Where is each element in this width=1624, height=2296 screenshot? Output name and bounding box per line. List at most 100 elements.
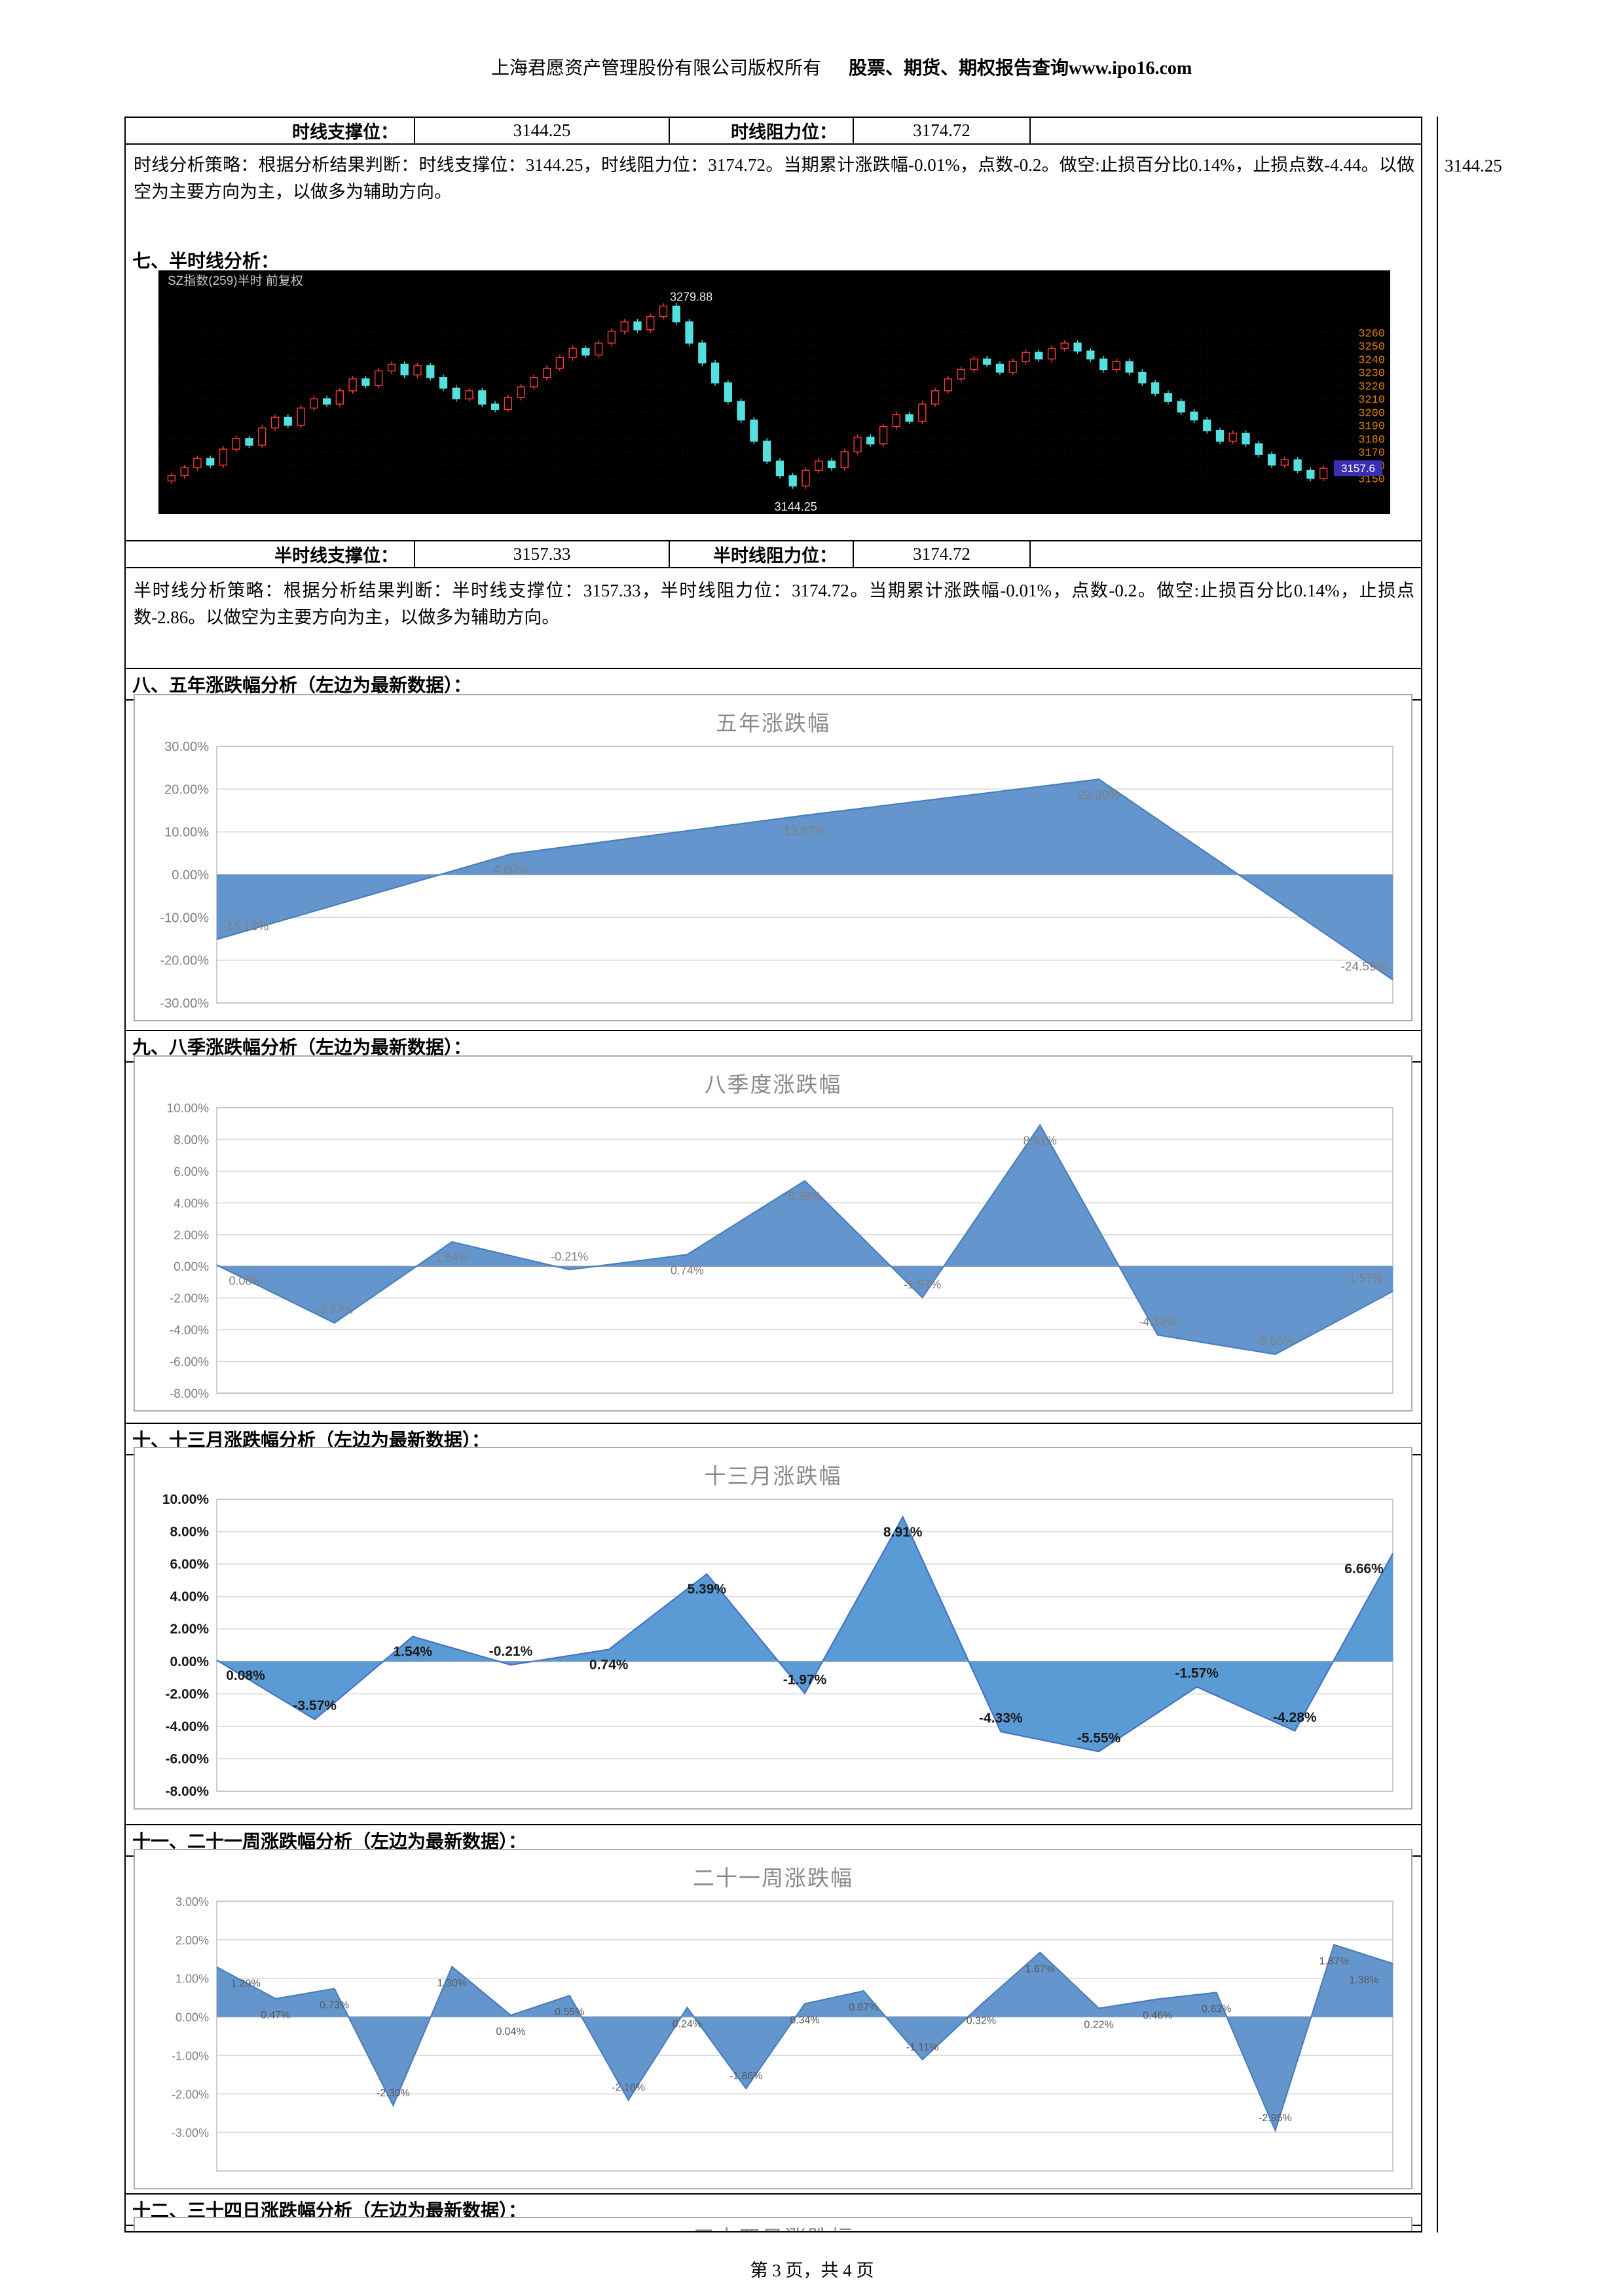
hour-resistance-value: 3174.72 <box>853 118 1031 145</box>
svg-text:20.00%: 20.00% <box>164 782 209 797</box>
svg-text:1.29%: 1.29% <box>231 1978 260 1990</box>
svg-text:0.24%: 0.24% <box>673 2018 702 2030</box>
svg-text:3200: 3200 <box>1358 407 1385 420</box>
half-hour-candlestick-chart: 3260 3250 3240 3230 3220 3210 3200 3190 3180 3170… <box>158 270 1390 514</box>
svg-text:0.63%: 0.63% <box>1202 2003 1231 2014</box>
svg-text:-0.21%: -0.21% <box>551 1250 588 1263</box>
svg-text:4.00%: 4.00% <box>174 1197 209 1211</box>
svg-text:3170: 3170 <box>1358 447 1385 460</box>
svg-text:1.67%: 1.67% <box>1025 1963 1055 1975</box>
svg-text:10.00%: 10.00% <box>162 1492 210 1507</box>
chart-title: 八季度涨跌幅 <box>704 1074 842 1097</box>
svg-text:-0.21%: -0.21% <box>489 1644 533 1659</box>
page-number: 第 3 页，共 4 页 <box>750 2261 874 2280</box>
svg-text:-4.33%: -4.33% <box>979 1711 1023 1726</box>
svg-text:6.00%: 6.00% <box>174 1165 209 1179</box>
svg-text:0.34%: 0.34% <box>790 2015 819 2026</box>
svg-text:2.00%: 2.00% <box>175 1934 209 1947</box>
svg-text:4.00%: 4.00% <box>170 1590 209 1605</box>
svg-text:1.54%: 1.54% <box>435 1251 469 1264</box>
svg-text:5.39%: 5.39% <box>688 1582 727 1597</box>
svg-text:0.08%: 0.08% <box>229 1274 262 1287</box>
half-resistance-value: 3174.72 <box>853 540 1031 568</box>
table-row: 半时线支撑位： 3157.33 半时线阻力位： 3174.72 <box>126 540 1421 568</box>
chart-title: 二十一周涨跌幅 <box>693 1867 853 1891</box>
margin-note-support-value: 3144.25 <box>1445 156 1502 175</box>
hour-support-value: 3144.25 <box>414 118 670 145</box>
svg-text:-24.59%: -24.59% <box>1341 960 1388 974</box>
svg-text:0.47%: 0.47% <box>261 2010 290 2021</box>
svg-text:13.87%: 13.87% <box>784 824 826 838</box>
svg-text:0.00%: 0.00% <box>172 868 209 883</box>
twentyone-week-chart: 二十一周涨跌幅 3.00% 2.00% 1.00% 0.00% -1.00% -2.00%… <box>134 1849 1412 2189</box>
svg-text:-2.16%: -2.16% <box>612 2083 645 2094</box>
chart-title: 三十四日涨跌幅 <box>135 2221 1411 2231</box>
chart-title: 十三月涨跌幅 <box>704 1465 842 1489</box>
table-row: 时线支撑位： 3144.25 时线阻力位： 3174.72 <box>126 118 1421 145</box>
svg-text:2.00%: 2.00% <box>170 1622 209 1637</box>
svg-text:-15.13%: -15.13% <box>223 920 269 934</box>
svg-text:-6.00%: -6.00% <box>170 1356 209 1370</box>
svg-text:2.00%: 2.00% <box>174 1229 209 1243</box>
svg-text:-1.97%: -1.97% <box>783 1673 827 1688</box>
svg-text:3260: 3260 <box>1358 328 1385 340</box>
svg-text:5.39%: 5.39% <box>788 1190 821 1203</box>
svg-text:8.00%: 8.00% <box>174 1133 209 1147</box>
svg-text:-2.00%: -2.00% <box>165 1686 209 1702</box>
svg-text:-4.00%: -4.00% <box>165 1719 209 1734</box>
svg-text:3230: 3230 <box>1358 368 1385 380</box>
svg-text:0.00%: 0.00% <box>175 2011 209 2024</box>
svg-text:-3.57%: -3.57% <box>316 1303 353 1317</box>
thirteen-month-area-svg: 10.00% 8.00% 6.00% 4.00% 2.00% 0.00% -2.00% -4.… <box>162 1492 1393 1799</box>
svg-text:-5.55%: -5.55% <box>1257 1335 1294 1348</box>
svg-text:SZ指数(259)半时 前复权: SZ指数(259)半时 前复权 <box>168 274 303 288</box>
candlestick-svg: 3260325032403230322032103200319031803170… <box>158 270 1390 514</box>
svg-text:3144.25: 3144.25 <box>775 500 817 513</box>
hour-support-label: 时线支撑位： <box>126 118 415 145</box>
svg-text:1.38%: 1.38% <box>1349 1975 1378 1986</box>
half-support-label: 半时线支撑位： <box>126 540 415 568</box>
five-year-area-svg: 30.00% 20.00% 10.00% 0.00% -10.00% -20.00% -30… <box>160 740 1393 1011</box>
empty-cell <box>1029 540 1421 568</box>
svg-text:-1.86%: -1.86% <box>729 2071 763 2082</box>
svg-text:-2.95%: -2.95% <box>1259 2113 1292 2124</box>
svg-text:-2.30%: -2.30% <box>377 2088 410 2099</box>
svg-text:8.00%: 8.00% <box>170 1525 209 1540</box>
svg-text:3240: 3240 <box>1358 354 1385 367</box>
chart-title: 五年涨跌幅 <box>716 712 830 736</box>
svg-text:3180: 3180 <box>1358 434 1385 446</box>
svg-text:0.32%: 0.32% <box>967 2016 996 2027</box>
svg-text:22.30%: 22.30% <box>1078 788 1120 802</box>
thirteen-month-chart: 十三月涨跌幅 10.00% 8.00% 6.00% 4.00% 2.00% 0.00% -2… <box>134 1447 1412 1810</box>
svg-text:-6.00%: -6.00% <box>165 1751 209 1766</box>
svg-text:6.00%: 6.00% <box>170 1557 209 1572</box>
svg-text:1.30%: 1.30% <box>437 1978 467 1989</box>
svg-text:0.00%: 0.00% <box>170 1654 209 1669</box>
svg-text:-2.00%: -2.00% <box>172 2088 209 2101</box>
svg-text:1.87%: 1.87% <box>1320 1956 1349 1967</box>
svg-text:-1.57%: -1.57% <box>1345 1271 1382 1285</box>
empty-cell <box>1029 118 1421 145</box>
header-site-link: 股票、期货、期权报告查询www.ipo16.com <box>849 58 1192 79</box>
svg-text:0.74%: 0.74% <box>671 1264 704 1277</box>
svg-text:-20.00%: -20.00% <box>160 954 210 968</box>
svg-text:3157.6: 3157.6 <box>1341 462 1375 475</box>
half-support-value: 3157.33 <box>414 540 670 568</box>
svg-text:-10.00%: -10.00% <box>160 911 210 925</box>
eight-quarter-area-svg: 10.00% 8.00% 6.00% 4.00% 2.00% 0.00% -2.00% -4.… <box>167 1102 1393 1401</box>
svg-text:3210: 3210 <box>1358 394 1385 407</box>
svg-text:3190: 3190 <box>1358 421 1385 433</box>
svg-text:1.54%: 1.54% <box>394 1645 433 1660</box>
svg-text:1.00%: 1.00% <box>175 1973 209 1986</box>
svg-text:-1.00%: -1.00% <box>172 2049 209 2062</box>
svg-text:30.00%: 30.00% <box>164 740 209 754</box>
svg-text:10.00%: 10.00% <box>167 1102 210 1116</box>
svg-text:6.66%: 6.66% <box>1344 1561 1384 1576</box>
svg-text:-8.00%: -8.00% <box>170 1387 209 1401</box>
svg-text:-30.00%: -30.00% <box>160 996 210 1011</box>
svg-text:3220: 3220 <box>1358 381 1385 393</box>
svg-text:-8.00%: -8.00% <box>165 1784 209 1799</box>
svg-text:-2.00%: -2.00% <box>170 1292 209 1306</box>
svg-text:-5.55%: -5.55% <box>1077 1730 1121 1745</box>
